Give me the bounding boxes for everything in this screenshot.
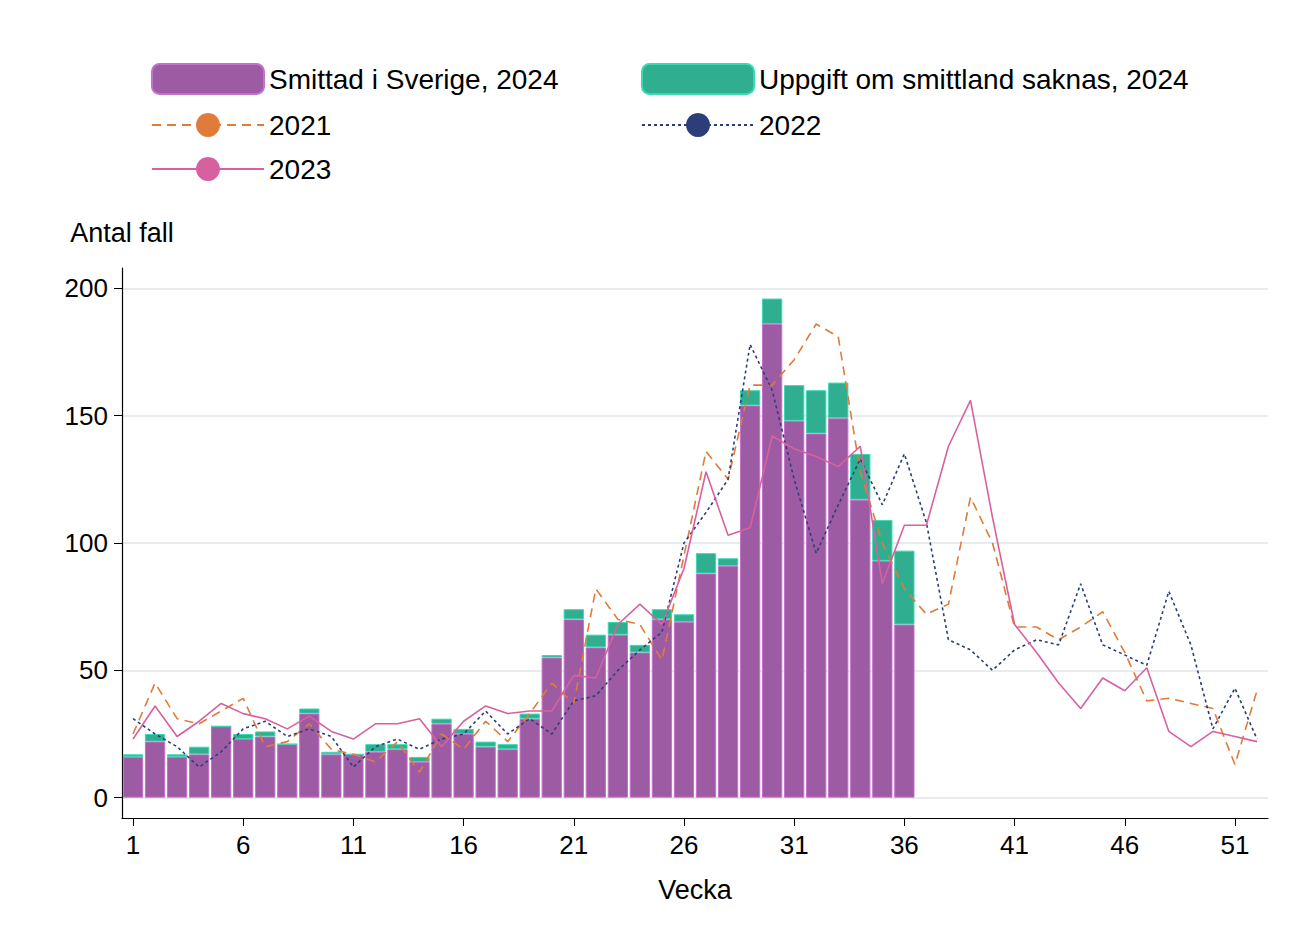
- svg-text:2021: 2021: [269, 110, 331, 141]
- svg-text:51: 51: [1220, 830, 1249, 860]
- svg-text:11: 11: [340, 830, 367, 860]
- svg-text:Uppgift om smittland saknas, 2: Uppgift om smittland saknas, 2024: [759, 64, 1189, 95]
- svg-text:16: 16: [449, 830, 478, 860]
- svg-text:Antal fall: Antal fall: [70, 218, 174, 248]
- svg-text:50: 50: [79, 655, 108, 685]
- svg-text:31: 31: [780, 830, 809, 860]
- svg-text:41: 41: [1000, 830, 1029, 860]
- svg-text:150: 150: [65, 401, 108, 431]
- svg-text:Smittad i Sverige, 2024: Smittad i Sverige, 2024: [269, 64, 559, 95]
- svg-text:1: 1: [126, 830, 140, 860]
- svg-text:46: 46: [1110, 830, 1139, 860]
- svg-text:6: 6: [236, 830, 250, 860]
- svg-text:2023: 2023: [269, 154, 331, 185]
- svg-text:0: 0: [94, 783, 108, 813]
- svg-text:36: 36: [890, 830, 919, 860]
- svg-text:100: 100: [65, 528, 108, 558]
- svg-text:21: 21: [559, 830, 588, 860]
- svg-text:200: 200: [65, 273, 108, 303]
- svg-text:26: 26: [670, 830, 699, 860]
- svg-text:2022: 2022: [759, 110, 821, 141]
- svg-text:Vecka: Vecka: [658, 875, 733, 905]
